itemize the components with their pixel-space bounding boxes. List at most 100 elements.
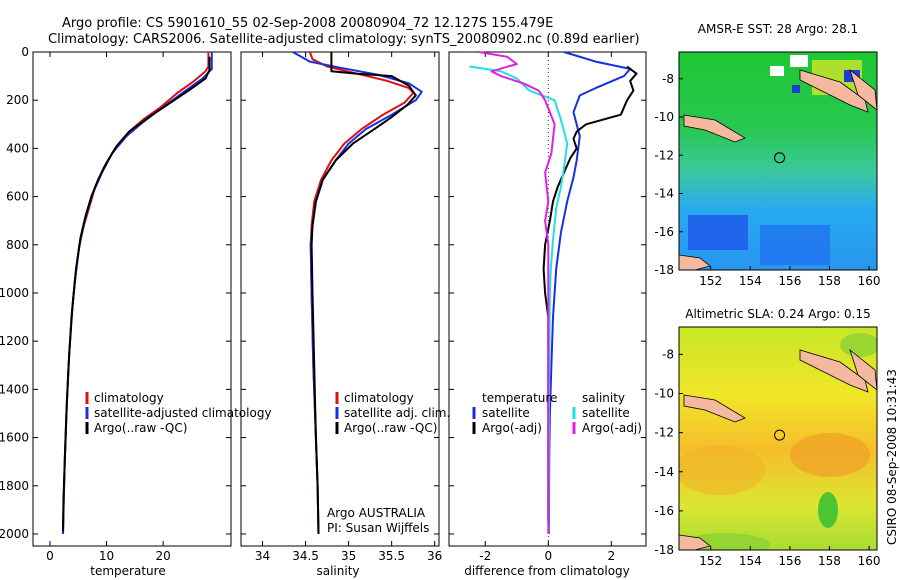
series-line-cyan <box>469 65 569 535</box>
credit-line-2: PI: Susan Wijffels <box>327 521 429 535</box>
y-tick-label: 0 <box>21 45 29 59</box>
series-line-black <box>310 52 417 535</box>
sst-patch <box>790 55 808 67</box>
legend-label-temp-satellite: satellite <box>482 406 530 420</box>
map-x-tick-label: 152 <box>699 274 722 288</box>
sst-patch <box>792 85 800 93</box>
map-y-tick-label: -12 <box>654 426 674 440</box>
legend-label-satellite-adj: satellite adj. clim. <box>344 406 450 420</box>
argo-position-marker <box>774 152 786 164</box>
sst-map <box>679 52 877 270</box>
x-tick-label: 34.5 <box>292 549 319 563</box>
map-y-tick-label: -8 <box>662 347 674 361</box>
sst-land-png <box>799 69 869 113</box>
series-line-blue <box>547 51 632 535</box>
salinity-panel-frame <box>240 51 440 547</box>
sla-land-png <box>799 349 869 393</box>
x-tick-label: 10 <box>99 549 114 563</box>
sst-land-coast <box>679 254 711 270</box>
legend-heading-temperature: temperature <box>482 391 557 405</box>
legend-label-climatology: climatology <box>94 391 164 405</box>
legend-label-climatology: climatology <box>344 391 414 405</box>
sst-map-title: AMSR-E SST: 28 Argo: 28.1 <box>698 22 858 36</box>
sst-patch <box>760 225 830 265</box>
map-y-tick-label: -12 <box>654 148 674 162</box>
sla-patch <box>818 492 838 528</box>
legend-heading-salinity: salinity <box>582 391 625 405</box>
legend-label-argo: Argo(..raw -QC) <box>344 421 437 435</box>
map-y-tick-label: -14 <box>654 187 674 201</box>
map-y-tick-label: -18 <box>654 543 674 557</box>
map-x-tick-label: 158 <box>818 274 841 288</box>
map-x-tick-label: 154 <box>739 554 762 568</box>
argo-position-marker <box>774 429 786 441</box>
credit-line-1: Argo AUSTRALIA <box>327 506 426 520</box>
y-tick-label: 1800 <box>0 479 29 493</box>
temperature-axis-label: temperature <box>90 564 165 578</box>
y-tick-label: 2000 <box>0 527 29 541</box>
sla-map-title: Altimetric SLA: 0.24 Argo: 0.15 <box>685 307 870 321</box>
map-y-tick-label: -10 <box>654 110 674 124</box>
map-x-tick-label: 156 <box>778 554 801 568</box>
map-x-tick-label: 160 <box>858 274 881 288</box>
series-line-red <box>308 51 415 535</box>
salinity-panel: 34 34.5 35 35.5 36 <box>241 51 442 563</box>
map-x-tick-label: 152 <box>699 554 722 568</box>
sst-patch <box>770 66 784 76</box>
x-tick-label: 2 <box>608 549 616 563</box>
salinity-legend: climatology satellite adj. clim. Argo(..… <box>335 391 450 435</box>
x-tick-label: 35.5 <box>378 549 405 563</box>
difference-axis-label: difference from climatology <box>464 564 630 578</box>
sla-land-coast <box>679 534 711 550</box>
header-line-2: Climatology: CARS2006. Satellite-adjuste… <box>48 32 640 47</box>
map-x-tick-label: 154 <box>739 274 762 288</box>
legend-label-temp-argo: Argo(-adj) <box>482 421 542 435</box>
map-y-tick-label: -10 <box>654 387 674 401</box>
x-tick-label: 34 <box>255 549 270 563</box>
sla-map-frame <box>678 326 878 551</box>
sst-land-solomon <box>849 68 877 111</box>
sst-map-axes: 152 154 156 158 160 -8 -10 -12 -14 -16 -18 <box>654 72 880 288</box>
series-line-magenta <box>478 51 556 534</box>
map-x-tick-label: 156 <box>778 274 801 288</box>
y-tick-label: 800 <box>6 238 29 252</box>
y-tick-label: 600 <box>6 190 29 204</box>
sla-patch <box>840 333 877 357</box>
side-timestamp-label: CSIRO 08-Sep-2008 10:31:43 <box>885 369 899 545</box>
salinity-axis-label: salinity <box>316 564 359 578</box>
sla-map-axes: 152 154 156 158 160 -8 -10 -12 -14 -16 -18 <box>654 347 880 568</box>
map-y-tick-label: -16 <box>654 225 674 239</box>
temperature-panel-frame <box>32 51 232 547</box>
x-tick-label: 36 <box>427 549 442 563</box>
map-y-tick-label: -18 <box>654 263 674 277</box>
legend-label-argo: Argo(..raw -QC) <box>94 421 187 435</box>
legend-label-sal-argo: Argo(-adj) <box>582 421 642 435</box>
sla-map <box>679 327 877 550</box>
header-line-1: Argo profile: CS 5901610_55 02-Sep-2008 … <box>62 16 553 31</box>
series-line-red <box>62 52 210 535</box>
sla-patch <box>790 433 870 477</box>
y-tick-label: 1600 <box>0 431 29 445</box>
y-tick-label: 1400 <box>0 382 29 396</box>
y-tick-label: 200 <box>6 93 29 107</box>
x-tick-label: 20 <box>155 549 170 563</box>
x-tick-label: 0 <box>544 549 552 563</box>
map-y-tick-label: -8 <box>662 72 674 86</box>
sst-patch <box>688 215 748 250</box>
map-x-tick-label: 158 <box>818 554 841 568</box>
x-tick-label: 0 <box>46 549 54 563</box>
x-tick-label: -2 <box>479 549 491 563</box>
sst-land-islands <box>683 114 746 143</box>
temperature-panel: 0 10 2002004006008001000120014001600180020… <box>0 45 231 563</box>
sla-patch <box>679 445 765 495</box>
temperature-legend: climatology satellite-adjusted climatolo… <box>85 391 272 435</box>
map-x-tick-label: 160 <box>858 554 881 568</box>
difference-legend: temperature satellite Argo(-adj) salinit… <box>472 391 642 435</box>
series-line-black <box>62 56 211 532</box>
legend-label-sal-satellite: satellite <box>582 406 630 420</box>
map-y-tick-label: -14 <box>654 465 674 479</box>
sla-land-solomon <box>849 348 877 391</box>
map-y-tick-label: -16 <box>654 504 674 518</box>
y-tick-label: 1000 <box>0 286 29 300</box>
